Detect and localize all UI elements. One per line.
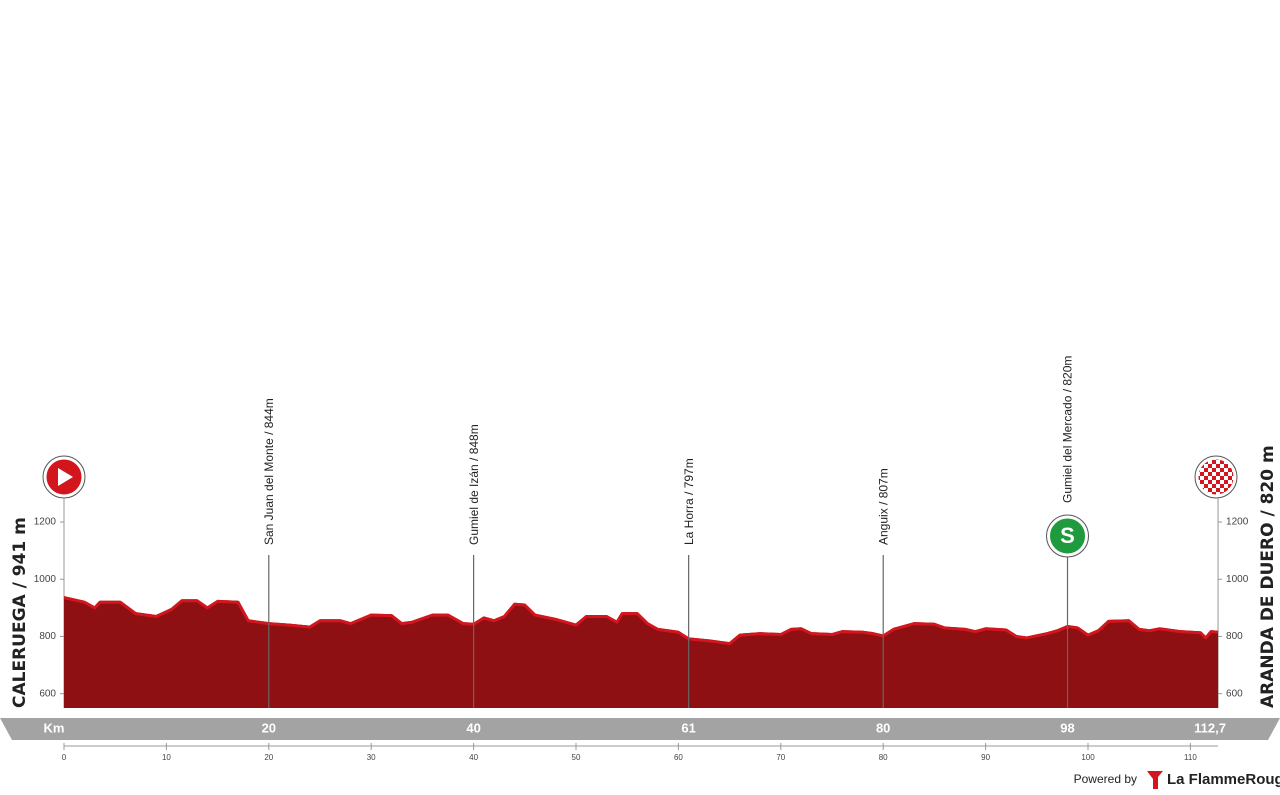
km-label: Km — [44, 720, 65, 735]
waypoint-name: La Horra / 797m — [682, 458, 696, 545]
elevation-area — [64, 596, 1219, 708]
start-label: CALERUEGA / 941 m — [10, 517, 30, 708]
x-tick-label: 90 — [981, 753, 990, 762]
km-marker-label: 40 — [466, 720, 480, 735]
y-tick-label: 1200 — [34, 517, 57, 528]
brand: La FlammeRouge — [1167, 771, 1280, 788]
km-marker-label: 20 — [262, 720, 276, 735]
sprint-icon — [1047, 515, 1089, 557]
km-marker-label: 80 — [876, 720, 890, 735]
x-tick-label: 60 — [674, 753, 683, 762]
y-tick-label-right: 1200 — [1226, 517, 1249, 528]
waypoint-name: Gumiel del Mercado / 820m — [1061, 356, 1075, 503]
sprint-icon-ring — [1046, 514, 1090, 558]
waypoint-name: Gumiel de Izán / 848m — [467, 424, 481, 545]
brand-logo — [1147, 771, 1163, 789]
sprint-label: S — [1060, 523, 1075, 548]
x-tick-label: 70 — [776, 753, 785, 762]
y-tick-label: 800 — [39, 631, 56, 642]
x-tick-label: 80 — [879, 753, 888, 762]
finish-icon-ring — [1194, 455, 1238, 499]
km-marker-label: 112,7 — [1194, 720, 1226, 735]
waypoint-name: Anguix / 807m — [876, 468, 890, 545]
y-tick-label: 1000 — [34, 574, 57, 585]
start-arrow — [58, 468, 73, 486]
km-banner — [0, 718, 1280, 740]
x-tick-label: 40 — [469, 753, 478, 762]
km-marker-label: 61 — [681, 720, 695, 735]
x-tick-label: 10 — [162, 753, 171, 762]
x-tick-label: 20 — [264, 753, 273, 762]
x-tick-label: 110 — [1184, 753, 1197, 762]
finish-label: ARANDA DE DUERO / 820 m — [1258, 445, 1278, 708]
y-tick-label-right: 600 — [1226, 688, 1243, 699]
y-tick-label: 600 — [39, 688, 56, 699]
km-marker-label: 98 — [1060, 720, 1074, 735]
x-tick-label: 0 — [62, 753, 67, 762]
waypoint-name: San Juan del Monte / 844m — [262, 398, 276, 545]
finish-icon — [1195, 456, 1237, 498]
x-tick-label: 50 — [572, 753, 581, 762]
x-tick-label: 100 — [1081, 753, 1095, 762]
y-tick-label-right: 800 — [1226, 631, 1243, 642]
x-tick-label: 30 — [367, 753, 376, 762]
y-tick-label-right: 1000 — [1226, 574, 1249, 585]
powered-by: Powered by — [1074, 772, 1137, 786]
